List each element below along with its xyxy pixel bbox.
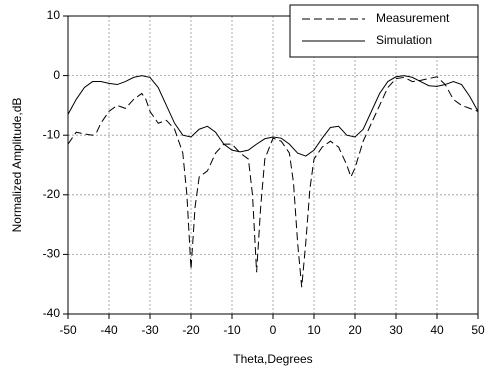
legend-box: [289, 4, 479, 58]
x-tick-label: -40: [100, 323, 118, 337]
legend-label: Simulation: [376, 33, 432, 47]
legend-label: Measurement: [376, 11, 450, 25]
line-series: [67, 75, 479, 157]
x-axis-label: Theta,Degrees: [233, 352, 312, 366]
x-tick-label: 50: [471, 323, 485, 337]
x-tick-label: 20: [348, 323, 362, 337]
plot-frame: [67, 15, 479, 315]
x-tick-label: -10: [223, 323, 241, 337]
y-tick-label: -40: [43, 306, 61, 320]
y-tick-label: -30: [43, 247, 61, 261]
y-tick-label: 10: [47, 8, 61, 22]
x-tick-label: 30: [389, 323, 403, 337]
y-tick-label: -10: [43, 127, 61, 141]
y-axis-label: Normalized Amplitude,dB: [10, 98, 24, 233]
line-series: [67, 76, 479, 288]
x-tick-label: -20: [182, 323, 200, 337]
x-tick-label: 10: [307, 323, 321, 337]
y-tick-label: 0: [53, 68, 60, 82]
x-tick-label: 40: [430, 323, 444, 337]
x-tick-label: 0: [270, 323, 277, 337]
x-tick-label: -50: [59, 323, 77, 337]
y-tick-label: -20: [43, 187, 61, 201]
x-tick-label: -30: [141, 323, 159, 337]
